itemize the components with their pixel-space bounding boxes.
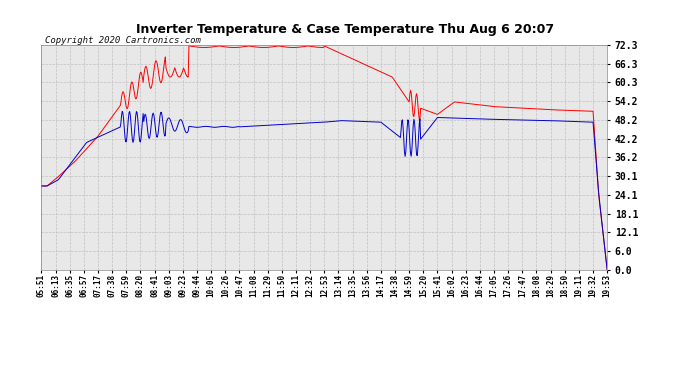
Text: Inverter Temperature & Case Temperature Thu Aug 6 20:07: Inverter Temperature & Case Temperature … [136, 22, 554, 36]
Text: Copyright 2020 Cartronics.com: Copyright 2020 Cartronics.com [45, 36, 201, 45]
Legend: Case(°C), Inverter(°C): Case(°C), Inverter(°C) [423, 0, 602, 1]
